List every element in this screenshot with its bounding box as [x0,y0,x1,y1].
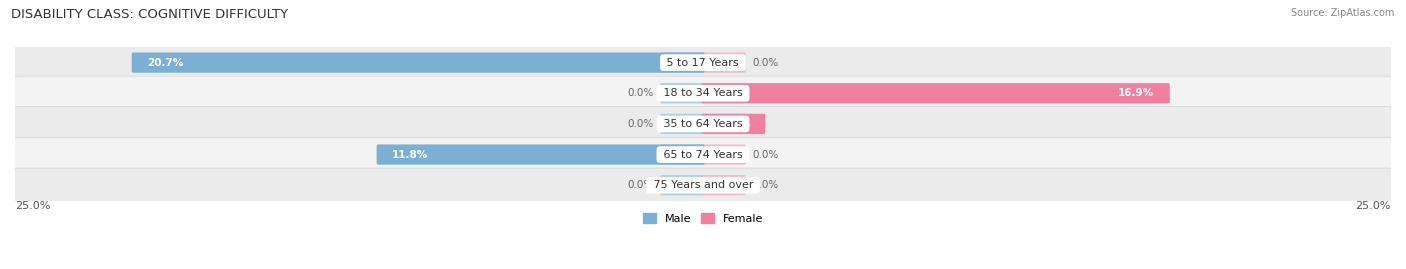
FancyBboxPatch shape [702,144,747,165]
Text: DISABILITY CLASS: COGNITIVE DIFFICULTY: DISABILITY CLASS: COGNITIVE DIFFICULTY [11,8,288,21]
Text: 35 to 64 Years: 35 to 64 Years [659,119,747,129]
Text: 20.7%: 20.7% [148,58,183,68]
FancyBboxPatch shape [702,114,747,134]
FancyBboxPatch shape [377,144,704,165]
Text: 16.9%: 16.9% [1118,88,1154,98]
FancyBboxPatch shape [11,76,1395,110]
FancyBboxPatch shape [659,52,704,73]
Text: 25.0%: 25.0% [15,200,51,211]
FancyBboxPatch shape [702,114,765,134]
Text: 18 to 34 Years: 18 to 34 Years [659,88,747,98]
Text: 0.0%: 0.0% [752,58,779,68]
Text: 0.0%: 0.0% [627,180,654,190]
Text: 25.0%: 25.0% [1355,200,1391,211]
FancyBboxPatch shape [659,114,704,134]
FancyBboxPatch shape [11,168,1395,202]
FancyBboxPatch shape [132,52,704,73]
Text: Source: ZipAtlas.com: Source: ZipAtlas.com [1291,8,1395,18]
FancyBboxPatch shape [659,83,704,103]
Text: 2.2%: 2.2% [721,119,749,129]
Text: 0.0%: 0.0% [627,119,654,129]
FancyBboxPatch shape [702,175,747,195]
FancyBboxPatch shape [702,83,1170,103]
Text: 0.0%: 0.0% [752,180,779,190]
FancyBboxPatch shape [659,175,704,195]
FancyBboxPatch shape [702,52,747,73]
Legend: Male, Female: Male, Female [638,209,768,229]
FancyBboxPatch shape [11,137,1395,172]
Text: 5 to 17 Years: 5 to 17 Years [664,58,742,68]
Text: 0.0%: 0.0% [752,150,779,160]
Text: 0.0%: 0.0% [627,88,654,98]
Text: 65 to 74 Years: 65 to 74 Years [659,150,747,160]
Text: 11.8%: 11.8% [392,150,429,160]
FancyBboxPatch shape [702,83,747,103]
FancyBboxPatch shape [659,144,704,165]
FancyBboxPatch shape [11,45,1395,80]
Text: 75 Years and over: 75 Years and over [650,180,756,190]
FancyBboxPatch shape [11,107,1395,141]
